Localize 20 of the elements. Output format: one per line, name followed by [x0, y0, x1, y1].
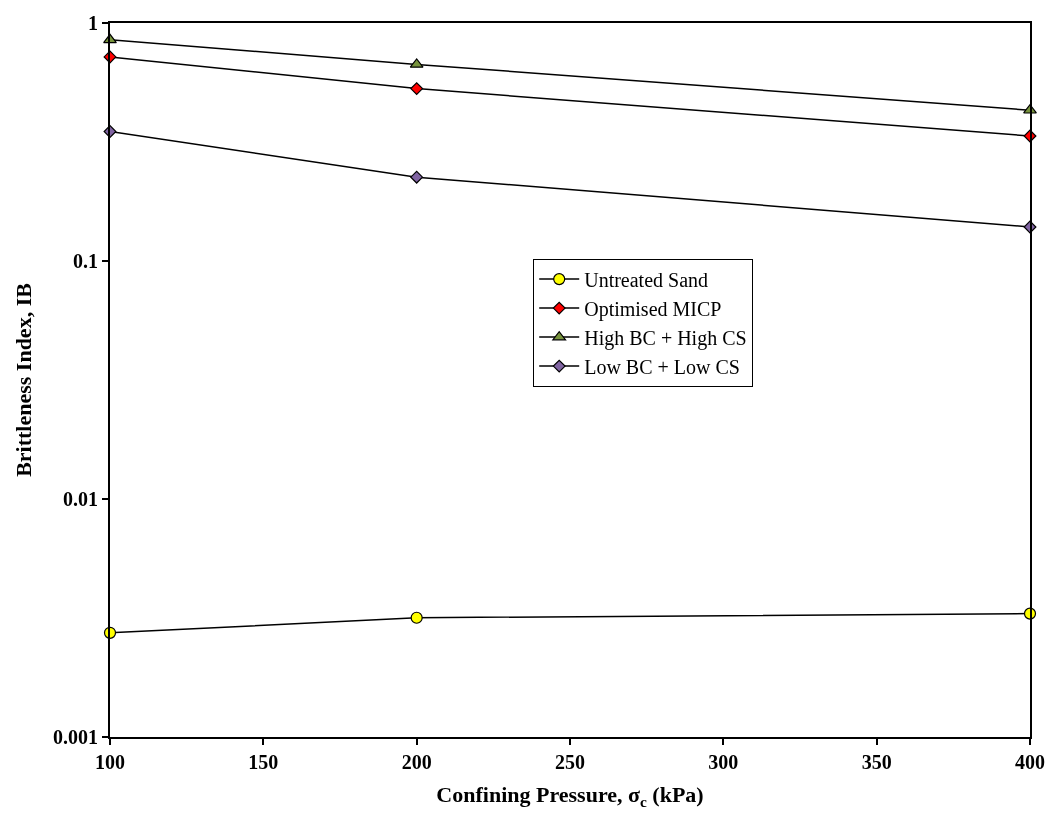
- x-tick-label: 200: [401, 751, 432, 773]
- y-tick-label: 0.1: [73, 250, 98, 272]
- legend-label: Low BC + Low CS: [584, 355, 740, 378]
- legend-label: Untreated Sand: [584, 268, 709, 291]
- x-tick-label: 400: [1015, 751, 1045, 773]
- y-tick-label: 1: [88, 12, 98, 34]
- x-tick-label: 300: [708, 751, 739, 773]
- y-tick-label: 0.01: [63, 488, 98, 510]
- legend-label: Optimised MICP: [584, 297, 722, 321]
- x-axis-title: Confining Pressure, σ$_{c}$ (kPa): [436, 782, 704, 811]
- x-tick-label: 350: [861, 751, 892, 773]
- x-tick-label: 150: [248, 751, 279, 773]
- y-tick-label: 0.001: [53, 726, 98, 748]
- point: [410, 170, 424, 184]
- y-axis-title: Brittleness Index, IB: [11, 282, 37, 477]
- point: [410, 611, 423, 624]
- legend-label: High BC + High CS: [584, 326, 747, 350]
- point: [410, 82, 424, 96]
- x-tick-label: 100: [95, 751, 125, 773]
- x-tick-label: 250: [555, 751, 585, 773]
